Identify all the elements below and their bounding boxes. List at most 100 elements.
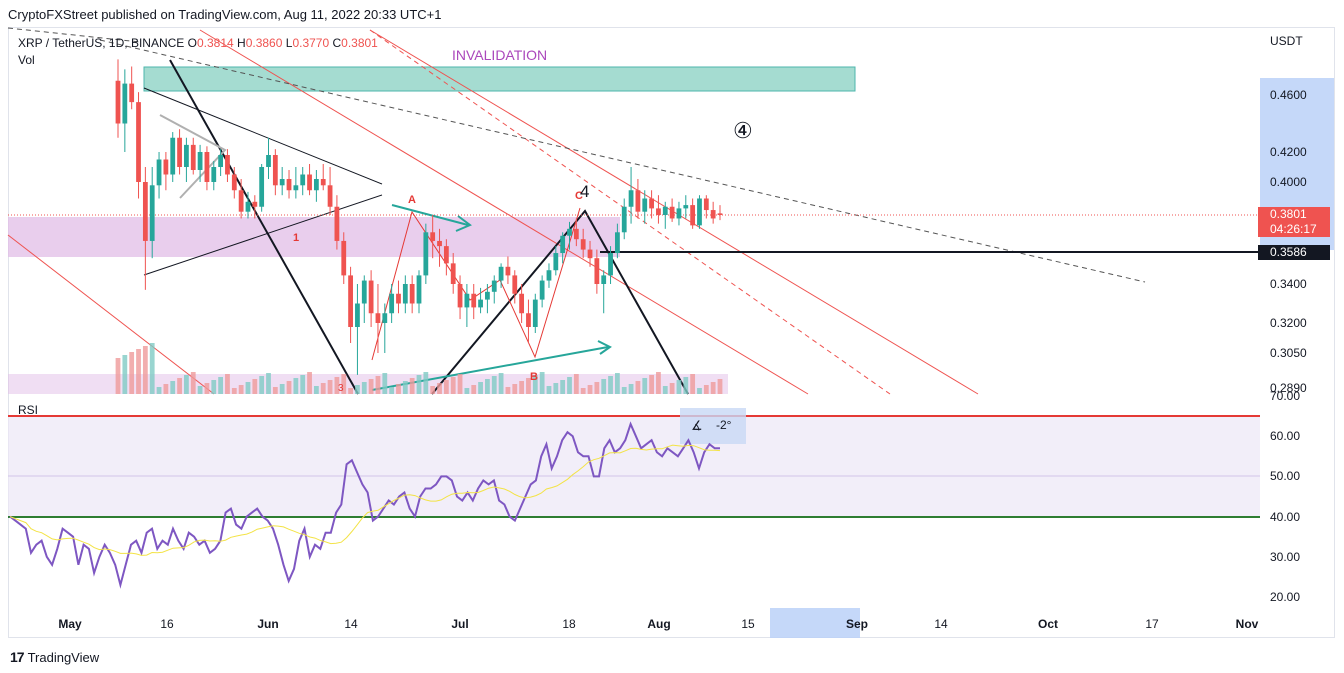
candle-body	[512, 275, 518, 294]
wave-b-label: B	[530, 371, 538, 383]
volume-bar	[389, 387, 395, 394]
chart-frame	[8, 27, 1335, 638]
volume-bar	[573, 374, 579, 394]
rsi-tick: 20.00	[1270, 590, 1301, 604]
circled-four-label: ④	[733, 118, 753, 143]
price-tick: 0.4200	[1270, 145, 1307, 159]
candle-body	[464, 293, 470, 308]
time-axis-highlight	[770, 608, 860, 638]
candle-body	[190, 144, 196, 170]
volume-bar	[142, 346, 148, 394]
volume-bar	[396, 384, 401, 394]
current-price-tag: 0.3801	[1258, 207, 1330, 222]
volume-bar	[594, 382, 600, 394]
candle-body	[320, 179, 326, 186]
price-tick: 0.3200	[1270, 316, 1307, 330]
price-tick: 0.3050	[1270, 346, 1307, 360]
angle-tool-box	[680, 408, 746, 444]
candle-body	[211, 167, 217, 182]
candle-body	[122, 83, 128, 124]
candle-body	[416, 275, 422, 304]
candle-body	[252, 201, 258, 207]
volume-bar	[649, 375, 654, 394]
candle-body	[443, 246, 449, 264]
volume-bar	[423, 372, 429, 394]
volume-bar	[498, 373, 504, 394]
wave-c-label: C	[575, 190, 583, 202]
candle-body	[382, 313, 388, 323]
candle-body	[259, 167, 265, 207]
candle-body	[519, 293, 525, 314]
volume-bar	[382, 373, 388, 394]
time-tick: 14	[344, 617, 358, 631]
volume-bar	[355, 385, 360, 394]
volume-bar	[717, 379, 723, 394]
candle-body	[396, 293, 401, 304]
candle-body	[279, 179, 285, 186]
candle-body	[307, 174, 312, 191]
candle-body	[115, 80, 121, 124]
low-label: L	[285, 36, 293, 50]
close-value: 0.3801	[341, 36, 378, 50]
volume-bar	[136, 349, 141, 394]
time-tick: 18	[562, 617, 576, 631]
support-level-tag: 0.3586	[1258, 245, 1330, 260]
candle-body	[567, 228, 572, 236]
candle-body	[649, 198, 654, 209]
support-zone	[8, 217, 620, 257]
candle-body	[697, 198, 702, 226]
tradingview-logo-icon: 17	[10, 649, 25, 665]
candle-body	[676, 208, 682, 219]
candle-body	[409, 284, 415, 304]
price-tick: 0.4000	[1270, 175, 1307, 189]
candle-body	[608, 253, 613, 276]
candle-body	[457, 284, 463, 308]
time-tick: 17	[1145, 617, 1159, 631]
symbol-legend: XRP / TetherUS, 1D, BINANCE O0.3814 H0.3…	[18, 36, 378, 50]
price-tick: 0.4600	[1270, 88, 1307, 102]
volume-bar	[279, 384, 285, 394]
candle-body	[491, 280, 497, 292]
candle-body	[478, 299, 483, 308]
rsi-line	[9, 421, 720, 589]
candle-body	[170, 137, 176, 175]
candle-body	[662, 206, 668, 215]
candle-body	[546, 270, 552, 281]
candle-body	[423, 232, 429, 276]
rsi-label: RSI	[18, 403, 39, 417]
candle-body	[437, 240, 442, 247]
volume-bar	[211, 380, 217, 394]
rsi-series	[9, 421, 721, 589]
rsi-tick: 30.00	[1270, 549, 1301, 564]
volume-bar	[601, 379, 607, 394]
candle-body	[614, 232, 620, 254]
volume-bar	[259, 376, 265, 394]
candle-body	[539, 280, 545, 300]
volume-bar	[635, 381, 641, 394]
price-tick: 0.2890	[1270, 381, 1307, 395]
volume-bar	[375, 376, 381, 394]
volume-bar	[642, 378, 648, 394]
invalidation-zone	[143, 66, 856, 92]
time-tick: Sep	[845, 617, 868, 631]
time-tick: 16	[160, 617, 174, 631]
volume-bar	[238, 385, 244, 394]
volume-bar	[621, 387, 627, 394]
dashed-trendline	[99, 39, 1146, 283]
candle-body	[177, 137, 182, 167]
candle-body	[218, 155, 224, 167]
candle-body	[430, 232, 436, 241]
candle-body	[669, 206, 675, 219]
candle-body	[142, 182, 148, 241]
volume-bar	[156, 387, 162, 394]
candle-body	[587, 249, 593, 259]
volume-bar	[478, 382, 483, 394]
time-tick: 15	[741, 617, 755, 631]
footer-brand[interactable]: 17 TradingView	[10, 649, 99, 665]
abc-zigzag	[371, 207, 581, 361]
volume-bars	[115, 343, 723, 394]
candle-body	[717, 213, 723, 215]
volume-bar	[129, 352, 135, 394]
volume-bar	[505, 387, 511, 394]
